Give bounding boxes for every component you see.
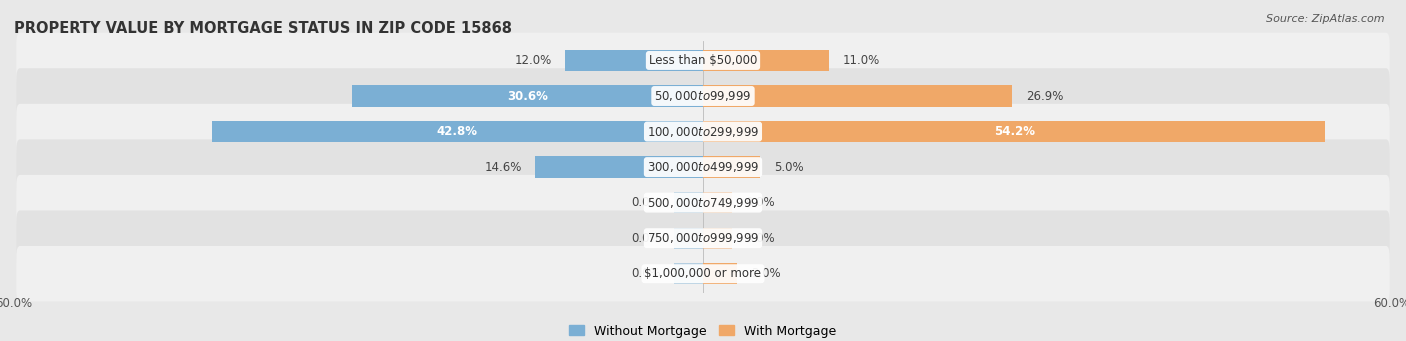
FancyBboxPatch shape — [17, 139, 1389, 195]
Bar — [211, 121, 703, 142]
FancyBboxPatch shape — [17, 104, 1389, 159]
Text: 0.0%: 0.0% — [745, 232, 775, 245]
Bar — [703, 121, 1326, 142]
Bar — [703, 227, 731, 249]
Text: Source: ZipAtlas.com: Source: ZipAtlas.com — [1267, 14, 1385, 24]
Text: 0.0%: 0.0% — [631, 267, 661, 280]
FancyBboxPatch shape — [17, 246, 1389, 301]
Text: 12.0%: 12.0% — [515, 54, 551, 67]
Text: $500,000 to $749,999: $500,000 to $749,999 — [647, 196, 759, 210]
Text: PROPERTY VALUE BY MORTGAGE STATUS IN ZIP CODE 15868: PROPERTY VALUE BY MORTGAGE STATUS IN ZIP… — [14, 20, 512, 35]
Bar — [703, 50, 830, 71]
Text: 0.0%: 0.0% — [745, 196, 775, 209]
Bar — [703, 263, 738, 284]
Text: 54.2%: 54.2% — [994, 125, 1035, 138]
Bar — [352, 85, 703, 107]
Bar — [703, 157, 761, 178]
Bar — [675, 227, 703, 249]
Text: 14.6%: 14.6% — [484, 161, 522, 174]
Text: 26.9%: 26.9% — [1025, 89, 1063, 103]
Text: 11.0%: 11.0% — [844, 54, 880, 67]
Bar — [703, 85, 1012, 107]
FancyBboxPatch shape — [17, 68, 1389, 124]
Text: $750,000 to $999,999: $750,000 to $999,999 — [647, 231, 759, 245]
Bar — [536, 157, 703, 178]
Bar — [675, 263, 703, 284]
Text: Less than $50,000: Less than $50,000 — [648, 54, 758, 67]
FancyBboxPatch shape — [17, 210, 1389, 266]
Text: 42.8%: 42.8% — [437, 125, 478, 138]
Text: 3.0%: 3.0% — [751, 267, 780, 280]
Text: $300,000 to $499,999: $300,000 to $499,999 — [647, 160, 759, 174]
FancyBboxPatch shape — [17, 33, 1389, 88]
Text: 5.0%: 5.0% — [775, 161, 804, 174]
Text: 0.0%: 0.0% — [631, 232, 661, 245]
Text: 0.0%: 0.0% — [631, 196, 661, 209]
Text: $1,000,000 or more: $1,000,000 or more — [644, 267, 762, 280]
Bar — [703, 192, 731, 213]
Bar — [565, 50, 703, 71]
Legend: Without Mortgage, With Mortgage: Without Mortgage, With Mortgage — [564, 320, 842, 341]
Text: $100,000 to $299,999: $100,000 to $299,999 — [647, 124, 759, 138]
FancyBboxPatch shape — [17, 175, 1389, 231]
Text: $50,000 to $99,999: $50,000 to $99,999 — [654, 89, 752, 103]
Bar — [675, 192, 703, 213]
Text: 30.6%: 30.6% — [508, 89, 548, 103]
